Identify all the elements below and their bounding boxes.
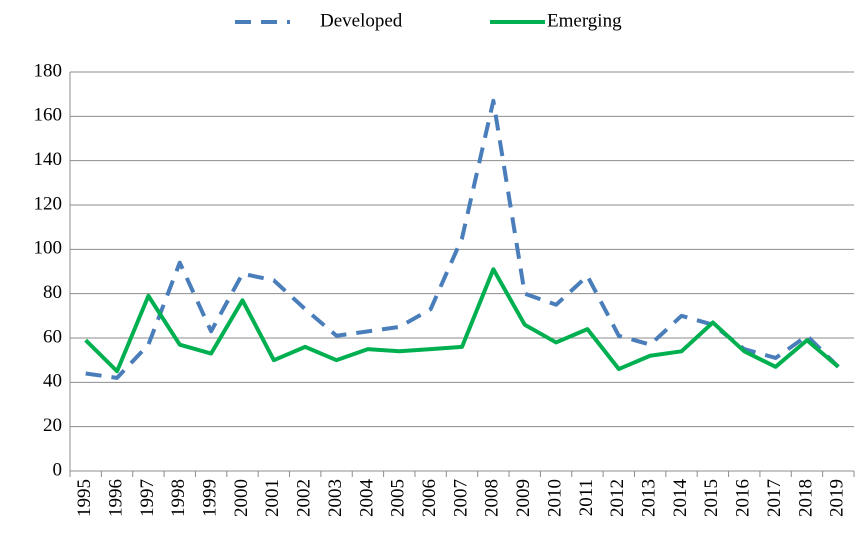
x-tick-label: 2013 (639, 479, 660, 517)
y-tick-label: 0 (53, 459, 63, 480)
y-tick-label: 180 (34, 60, 63, 81)
x-tick-label: 2017 (764, 479, 785, 517)
y-tick-label: 40 (43, 371, 62, 392)
x-tick-label: 2000 (231, 479, 252, 517)
x-tick-label: 2019 (827, 479, 848, 517)
y-tick-label: 60 (43, 326, 62, 347)
x-tick-label: 1998 (168, 479, 189, 517)
legend-label: Developed (320, 10, 403, 31)
x-tick-label: 2006 (419, 479, 440, 517)
y-tick-label: 80 (43, 282, 62, 303)
x-tick-label: 2016 (733, 479, 754, 517)
x-tick-label: 1997 (137, 479, 158, 517)
x-tick-label: 2005 (388, 479, 409, 517)
y-tick-label: 100 (34, 238, 63, 259)
x-tick-label: 2012 (607, 479, 628, 517)
x-tick-label: 2001 (262, 479, 283, 517)
x-tick-label: 2007 (450, 479, 471, 517)
x-tick-label: 1999 (199, 479, 220, 517)
y-tick-label: 140 (34, 149, 63, 170)
legend-label: Emerging (547, 10, 622, 31)
x-tick-label: 2010 (544, 479, 565, 517)
x-tick-label: 2003 (325, 479, 346, 517)
y-tick-label: 120 (34, 193, 63, 214)
x-tick-label: 1996 (105, 479, 126, 517)
series-line (85, 98, 840, 380)
x-tick-label: 2008 (482, 479, 503, 517)
x-tick-label: 2014 (670, 479, 691, 518)
x-tick-label: 2015 (701, 479, 722, 517)
y-tick-label: 160 (34, 105, 63, 126)
x-tick-label: 2018 (795, 479, 816, 517)
y-tick-label: 20 (43, 415, 62, 436)
x-tick-label: 2004 (356, 479, 377, 518)
x-tick-label: 2011 (576, 479, 597, 516)
x-tick-label: 2002 (294, 479, 315, 517)
series-line (84, 267, 840, 374)
x-tick-label: 1995 (74, 479, 95, 517)
x-tick-label: 2009 (513, 479, 534, 517)
